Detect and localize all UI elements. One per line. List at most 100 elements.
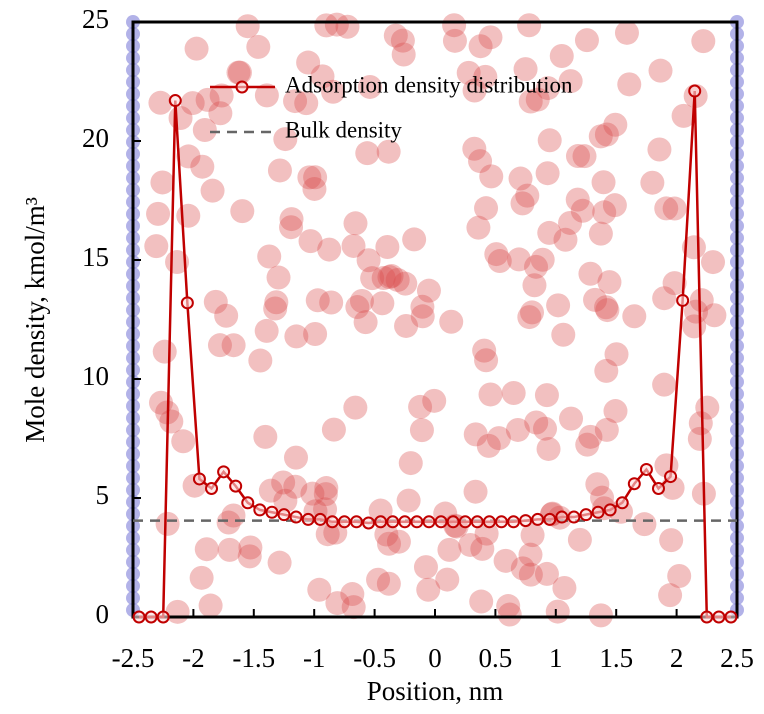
molecule <box>248 348 273 373</box>
x-axis-label: Position, nm <box>367 676 504 706</box>
molecule <box>559 406 584 431</box>
molecule <box>520 300 545 325</box>
molecule <box>597 270 622 295</box>
molecule <box>493 548 518 573</box>
molecule <box>383 23 408 48</box>
y-tick-label: 10 <box>82 361 109 391</box>
data-point <box>132 610 146 624</box>
molecule <box>319 290 344 315</box>
molecule <box>416 278 441 303</box>
molecule <box>377 265 402 290</box>
molecule <box>588 124 613 149</box>
molecule <box>701 250 726 275</box>
molecule <box>171 429 196 454</box>
molecule <box>522 273 547 298</box>
molecule <box>524 410 549 435</box>
molecule <box>217 537 242 562</box>
molecule <box>385 267 410 292</box>
molecule <box>237 544 262 569</box>
background <box>126 12 744 628</box>
data-point <box>639 462 653 476</box>
molecule <box>695 395 720 420</box>
molecule <box>524 254 549 279</box>
molecule <box>345 295 370 320</box>
molecule <box>671 103 696 128</box>
molecule <box>578 261 603 286</box>
molecule <box>681 235 706 260</box>
molecule <box>375 234 400 259</box>
molecule <box>687 426 712 451</box>
molecule <box>313 482 338 507</box>
molecule <box>497 602 522 627</box>
molecule <box>357 74 382 99</box>
molecule <box>570 198 595 223</box>
data-point <box>217 465 231 479</box>
data-point <box>144 610 158 624</box>
molecule <box>356 248 381 273</box>
molecule <box>702 303 727 328</box>
molecule <box>588 603 613 628</box>
molecule <box>614 20 639 45</box>
molecule <box>537 220 562 245</box>
molecule <box>603 399 628 424</box>
molecule <box>159 409 184 434</box>
molecule <box>315 522 340 547</box>
y-tick-label: 25 <box>82 4 109 34</box>
data-point <box>615 496 629 510</box>
molecule <box>689 288 714 313</box>
y-axis-label: Mole density, kmol/m³ <box>20 197 50 443</box>
data-point <box>374 515 388 529</box>
data-point <box>507 515 521 529</box>
molecule <box>296 50 321 75</box>
y-tick-label: 15 <box>82 242 109 272</box>
molecule <box>640 170 665 195</box>
molecule <box>254 318 279 343</box>
molecule <box>510 191 535 216</box>
molecule <box>520 523 545 548</box>
molecule <box>190 154 215 179</box>
molecule <box>374 522 399 547</box>
data-point <box>519 514 533 528</box>
molecule <box>360 266 385 291</box>
molecule <box>343 395 368 420</box>
molecule <box>402 227 427 252</box>
molecule <box>474 348 499 373</box>
data-point <box>458 515 472 529</box>
molecule <box>254 83 279 108</box>
molecule <box>410 294 435 319</box>
molecule <box>517 305 542 330</box>
data-point <box>446 515 460 529</box>
molecule <box>283 89 308 114</box>
molecule <box>298 229 323 254</box>
molecule <box>221 503 246 528</box>
y-tick-label: 0 <box>96 599 110 629</box>
molecule <box>398 451 423 476</box>
data-point <box>301 512 315 526</box>
molecule <box>302 176 327 201</box>
molecule <box>575 432 600 457</box>
molecule <box>536 436 561 461</box>
data-point <box>543 512 557 526</box>
legend-label: Adsorption density distribution <box>285 72 573 97</box>
data-point <box>349 515 363 529</box>
molecule <box>468 149 493 174</box>
molecule <box>517 13 542 38</box>
molecule <box>437 537 462 562</box>
molecule <box>208 101 233 126</box>
y-tick-label: 20 <box>82 123 109 153</box>
molecule <box>227 60 252 85</box>
molecule <box>472 338 497 363</box>
molecule <box>271 470 296 495</box>
molecule <box>416 577 441 602</box>
molecule <box>314 13 339 38</box>
molecule <box>379 264 404 289</box>
molecule <box>314 476 339 501</box>
data-point <box>591 505 605 519</box>
molecule <box>324 12 349 37</box>
molecule <box>553 227 578 252</box>
molecule <box>462 78 487 103</box>
molecule <box>366 567 391 592</box>
molecule <box>279 207 304 232</box>
molecule <box>572 144 597 169</box>
